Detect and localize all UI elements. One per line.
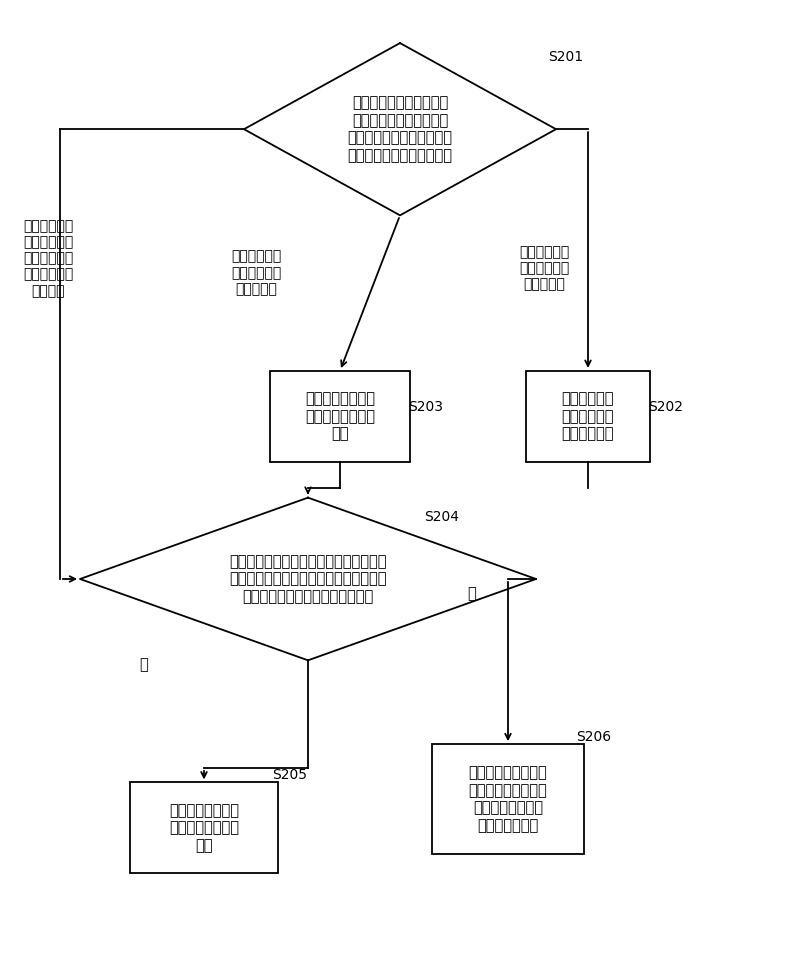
Text: 将至少两个相邻第一
功率值之间的功率差
量绝对值的平均值
作为第一段间差: 将至少两个相邻第一 功率值之间的功率差 量绝对值的平均值 作为第一段间差 xyxy=(469,766,547,833)
Bar xyxy=(270,371,410,462)
Text: S201: S201 xyxy=(548,51,583,64)
Text: 比较相邻第一功率值之间
的功率差量绝对值的最大
值与第一阈值、第二阈值、
第三阈值、第四阈值的关系: 比较相邻第一功率值之间 的功率差量绝对值的最大 值与第一阈值、第二阈值、 第三阈… xyxy=(347,96,453,163)
Text: 功率差量绝对值的
最大值作为第一段
间差: 功率差量绝对值的 最大值作为第一段 间差 xyxy=(169,803,239,853)
Text: S202: S202 xyxy=(648,400,683,413)
Text: S203: S203 xyxy=(408,400,443,413)
Polygon shape xyxy=(80,498,536,660)
Bar xyxy=(526,371,650,462)
Text: 介于第一阈值
与第三阈值之
间或者介于第
二阈值与第四
阈值之间: 介于第一阈值 与第三阈值之 间或者介于第 二阈值与第四 阈值之间 xyxy=(23,219,73,298)
Text: 功率差量绝对
值的最大值作
为第一段间差: 功率差量绝对 值的最大值作 为第一段间差 xyxy=(562,391,614,441)
Text: 大于等于第一
阈值或小于等
于第二阈值: 大于等于第一 阈值或小于等 于第二阈值 xyxy=(519,245,569,291)
Text: S206: S206 xyxy=(576,730,611,744)
Text: 仅存在一个相邻第一功率值之间的功率差
量绝对值介于第一阈值与第三阈值之间或
者介于第二阈值与第四阈值之间？: 仅存在一个相邻第一功率值之间的功率差 量绝对值介于第一阈值与第三阈值之间或 者介… xyxy=(230,554,386,604)
Text: 否: 否 xyxy=(468,586,476,601)
Bar xyxy=(432,745,584,854)
Bar xyxy=(130,783,278,873)
Text: 是: 是 xyxy=(140,657,148,673)
Polygon shape xyxy=(244,43,556,215)
Text: S204: S204 xyxy=(424,510,459,523)
Text: 小于等于第三
阈值且大于等
于第四阈值: 小于等于第三 阈值且大于等 于第四阈值 xyxy=(231,250,281,296)
Text: S205: S205 xyxy=(272,768,307,782)
Text: 功率差量绝对值的
最大值作为第一段
间差: 功率差量绝对值的 最大值作为第一段 间差 xyxy=(305,391,375,441)
